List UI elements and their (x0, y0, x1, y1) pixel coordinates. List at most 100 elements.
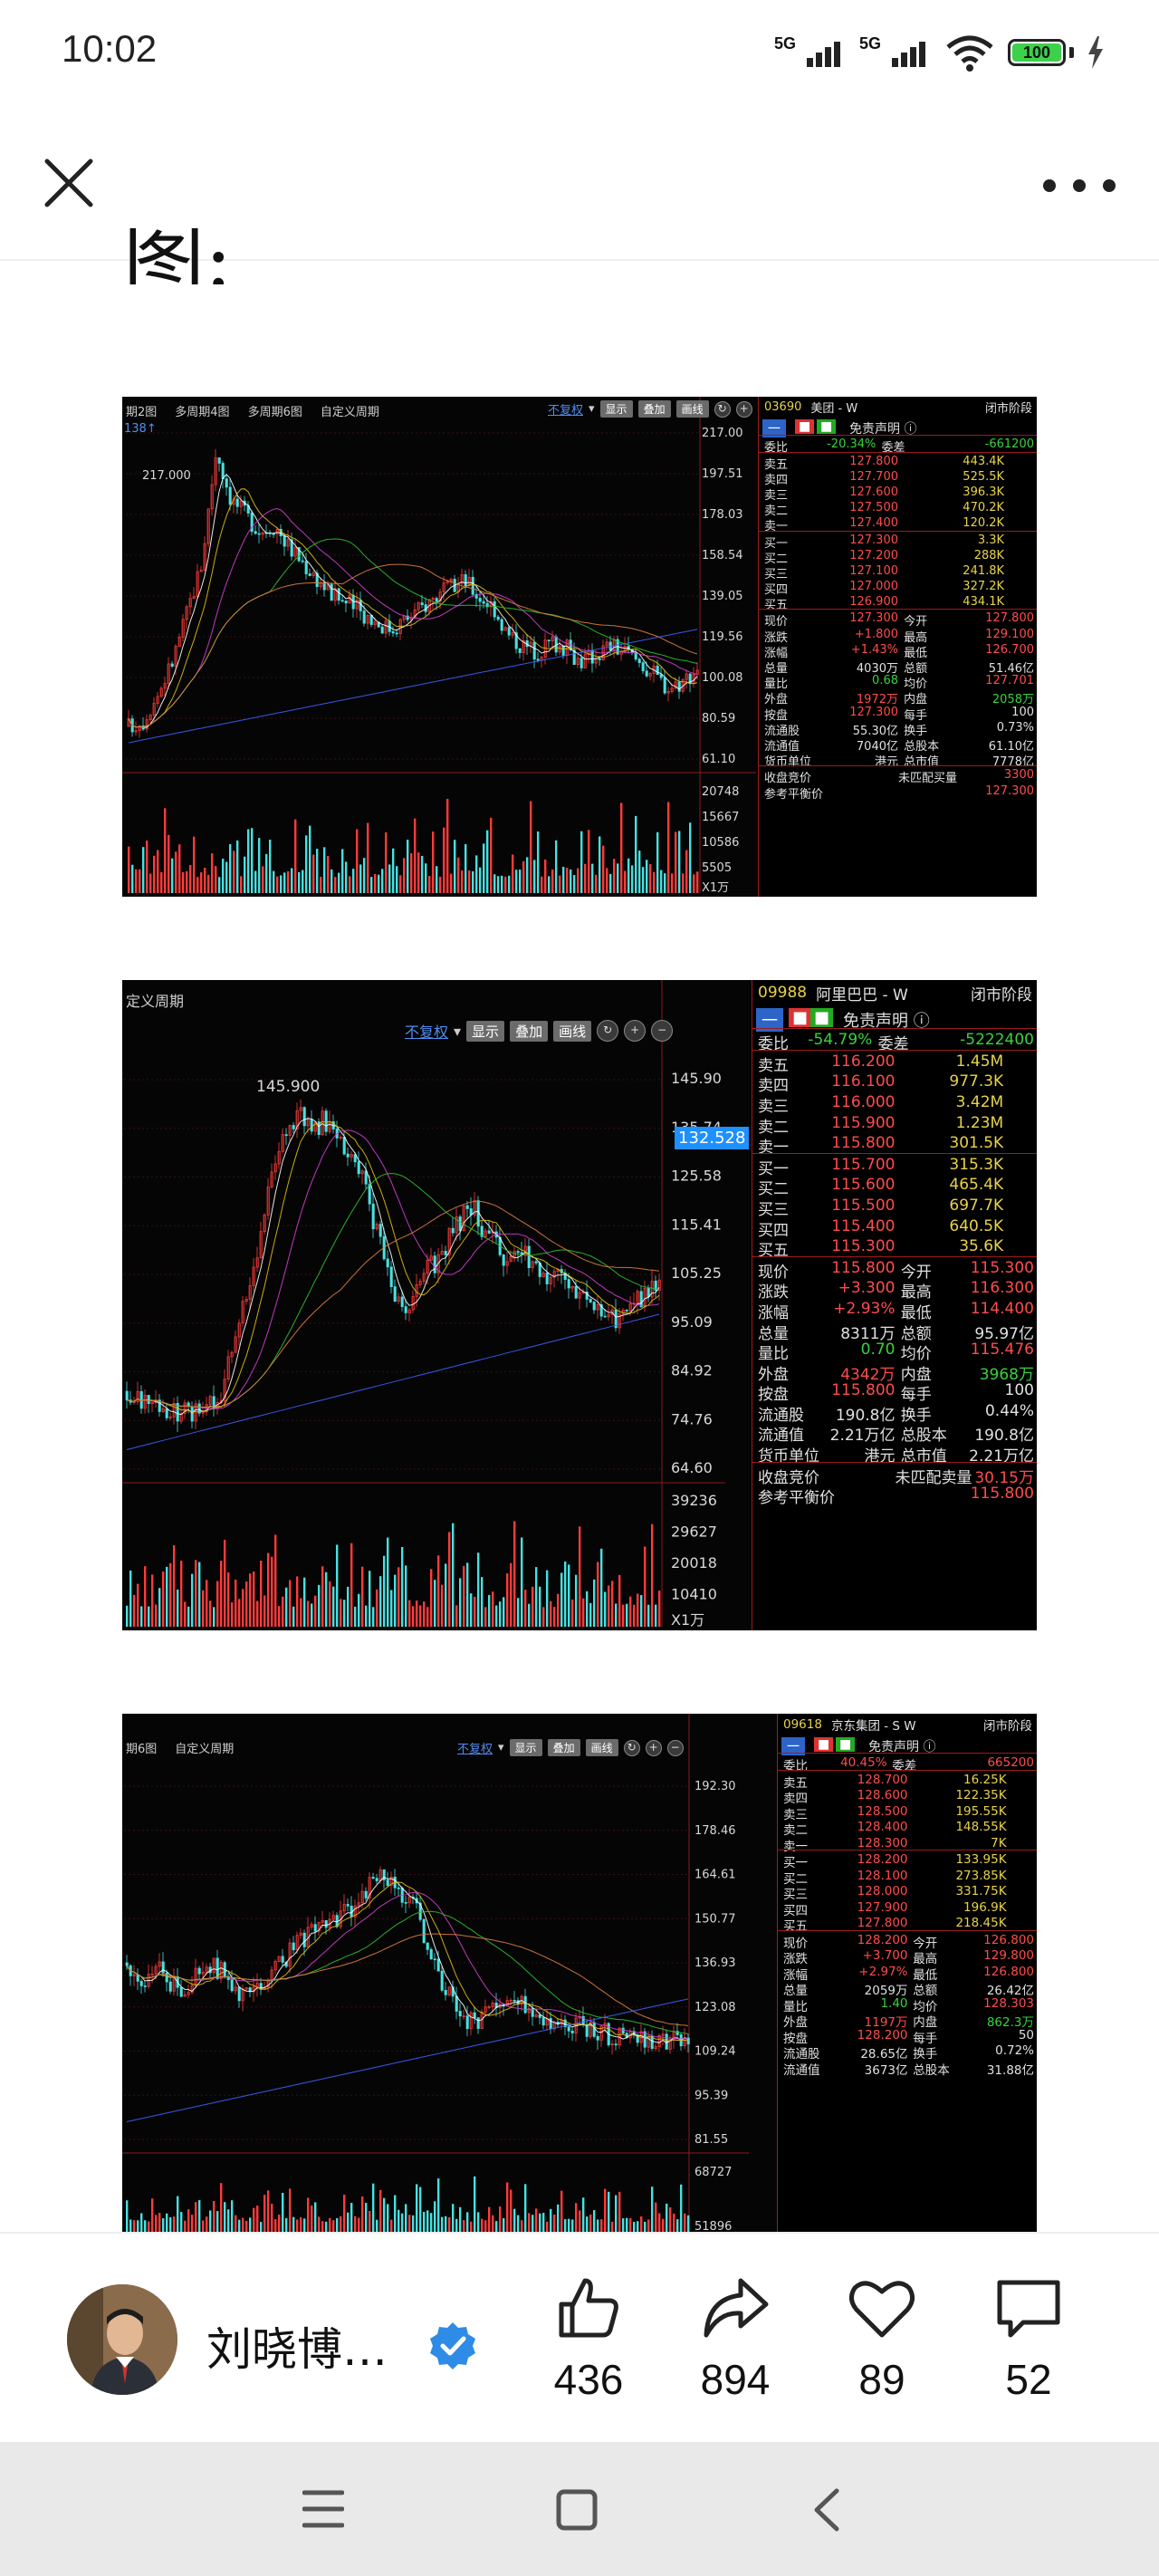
candle-body (143, 1395, 147, 1409)
candle-body (165, 1972, 168, 1983)
fuquan-select[interactable]: 不复权 (405, 1024, 449, 1041)
quote-cell: 每手 (900, 1386, 932, 1405)
favorite-button[interactable]: 89 (819, 2272, 945, 2404)
volume-bar (253, 2207, 255, 2232)
quote-cell: 总股本 (900, 1427, 947, 1446)
display-button[interactable]: 显示 (509, 1739, 542, 1756)
toolbar-tab[interactable]: 定义周期 (126, 993, 185, 1010)
overlay-button[interactable]: 叠加 (547, 1739, 580, 1756)
stock-name[interactable]: 美团 - W (810, 402, 858, 417)
stock-name[interactable]: 京东集团 - S W (830, 1718, 916, 1734)
volume-bar (390, 2219, 393, 2232)
refresh-icon[interactable]: ↻ (597, 1020, 619, 1042)
candle-body (603, 1315, 607, 1318)
quote-cell: 卖一 (758, 1139, 789, 1158)
quote-cell: 总额 (913, 1984, 938, 1998)
quote-cell: 127.000 (849, 580, 898, 594)
chart-toolbar: 期6图 自定义周期 (122, 1737, 234, 1757)
candle-body (359, 600, 362, 611)
sell-button[interactable]: ■ (810, 1007, 834, 1027)
disclaimer-link[interactable]: 免责声明 ⓘ (868, 1739, 936, 1754)
comment-button[interactable]: 52 (965, 2272, 1092, 2404)
sell-button[interactable]: ■ (817, 419, 837, 435)
buy-button[interactable]: ■ (814, 1736, 834, 1752)
menu-icon[interactable] (302, 2489, 344, 2529)
refresh-icon[interactable]: ↻ (623, 1739, 640, 1756)
volume-bar (611, 2221, 614, 2232)
draw-line-button[interactable]: 画线 (553, 1020, 592, 1042)
toolbar-tab[interactable]: 期2图 (126, 405, 158, 419)
quote-cell: 涨幅 (783, 1967, 808, 1983)
zoom-in-icon[interactable]: + (735, 400, 752, 418)
author-name[interactable]: 刘晓博… (206, 2323, 388, 2376)
display-button[interactable]: 显示 (599, 400, 633, 418)
quote-row: 涨幅 +2.93% 最低 114.400 (752, 1298, 1037, 1322)
avatar[interactable] (67, 2284, 177, 2395)
volume-bar (314, 2202, 317, 2232)
zoom-out-icon[interactable]: − (651, 1020, 674, 1042)
toolbar-tab[interactable]: 期6图 (126, 1742, 158, 1756)
toolbar-tab[interactable]: 自定义周期 (175, 1742, 235, 1756)
volume-bar (620, 803, 623, 893)
candle-body (545, 1273, 549, 1284)
candle-body (487, 2006, 491, 2008)
candle-body (333, 588, 337, 601)
toolbar-tab[interactable]: 多周期6图 (247, 405, 302, 419)
quote-row: 买一 127.300 3.3K (759, 530, 1037, 551)
volume-bar (278, 2215, 281, 2232)
quote-cell: 委差 (877, 1035, 909, 1054)
volume-bar (374, 873, 377, 893)
minus-button[interactable]: 一 (781, 1736, 805, 1755)
home-icon[interactable] (556, 2489, 598, 2531)
zoom-out-icon[interactable]: − (666, 1739, 684, 1756)
volume-bar (503, 2217, 505, 2232)
disclaimer-link[interactable]: 免责声明 ⓘ (843, 1011, 930, 1031)
minus-button[interactable]: 一 (756, 1007, 783, 1032)
zoom-in-icon[interactable]: + (645, 1739, 662, 1756)
quote-cell: 内盘 (900, 1365, 932, 1384)
zoom-in-icon[interactable]: + (624, 1020, 647, 1042)
buy-button[interactable]: ■ (789, 1007, 812, 1027)
moving-average-line (126, 1933, 689, 2026)
stock-name[interactable]: 阿里巴巴 - W (816, 985, 908, 1004)
candle-body (393, 1286, 397, 1302)
buy-button[interactable]: ■ (795, 419, 815, 435)
volume-bar (640, 1595, 643, 1627)
candle-body (418, 1281, 422, 1285)
volume-bar (146, 840, 148, 893)
volume-bar (499, 1601, 502, 1627)
candle-body (317, 1121, 321, 1135)
candle-body (500, 619, 503, 631)
candle-body (592, 2022, 596, 2037)
volume-bar (463, 1565, 465, 1627)
fuquan-select[interactable]: 不复权 (548, 404, 584, 418)
volume-bar (191, 2215, 194, 2232)
volume-bar (307, 1600, 310, 1627)
draw-line-button[interactable]: 画线 (585, 1739, 618, 1756)
like-button[interactable]: 436 (525, 2272, 652, 2404)
close-icon[interactable] (40, 154, 98, 212)
volume-bar (490, 817, 493, 893)
overlay-button[interactable]: 叠加 (510, 1020, 549, 1042)
display-button[interactable]: 显示 (466, 1020, 505, 1042)
toolbar-tab[interactable]: 多周期4图 (175, 405, 230, 419)
volume-bar (307, 2197, 310, 2232)
minus-button[interactable]: 一 (762, 419, 786, 438)
overlay-button[interactable]: 叠加 (637, 400, 671, 418)
disclaimer-link[interactable]: 免责声明 ⓘ (849, 422, 917, 437)
refresh-icon[interactable]: ↻ (714, 400, 731, 418)
quote-cell: 卖二 (758, 1118, 789, 1137)
volume-bar (292, 2216, 295, 2232)
quote-cell: 115.300 (970, 1258, 1034, 1277)
draw-line-button[interactable]: 画线 (675, 400, 709, 418)
back-icon[interactable] (809, 2487, 842, 2533)
toolbar-tab[interactable]: 自定义周期 (320, 405, 379, 419)
fuquan-select[interactable]: 不复权 (457, 1743, 493, 1756)
sell-button[interactable]: ■ (836, 1736, 856, 1752)
volume-bar (267, 2190, 270, 2232)
quote-cell: 涨跌 (783, 1952, 808, 1966)
candle-body (686, 2037, 690, 2045)
volume-bar (158, 2213, 161, 2232)
share-button[interactable]: 894 (672, 2272, 799, 2404)
more-icon[interactable] (1043, 172, 1116, 199)
